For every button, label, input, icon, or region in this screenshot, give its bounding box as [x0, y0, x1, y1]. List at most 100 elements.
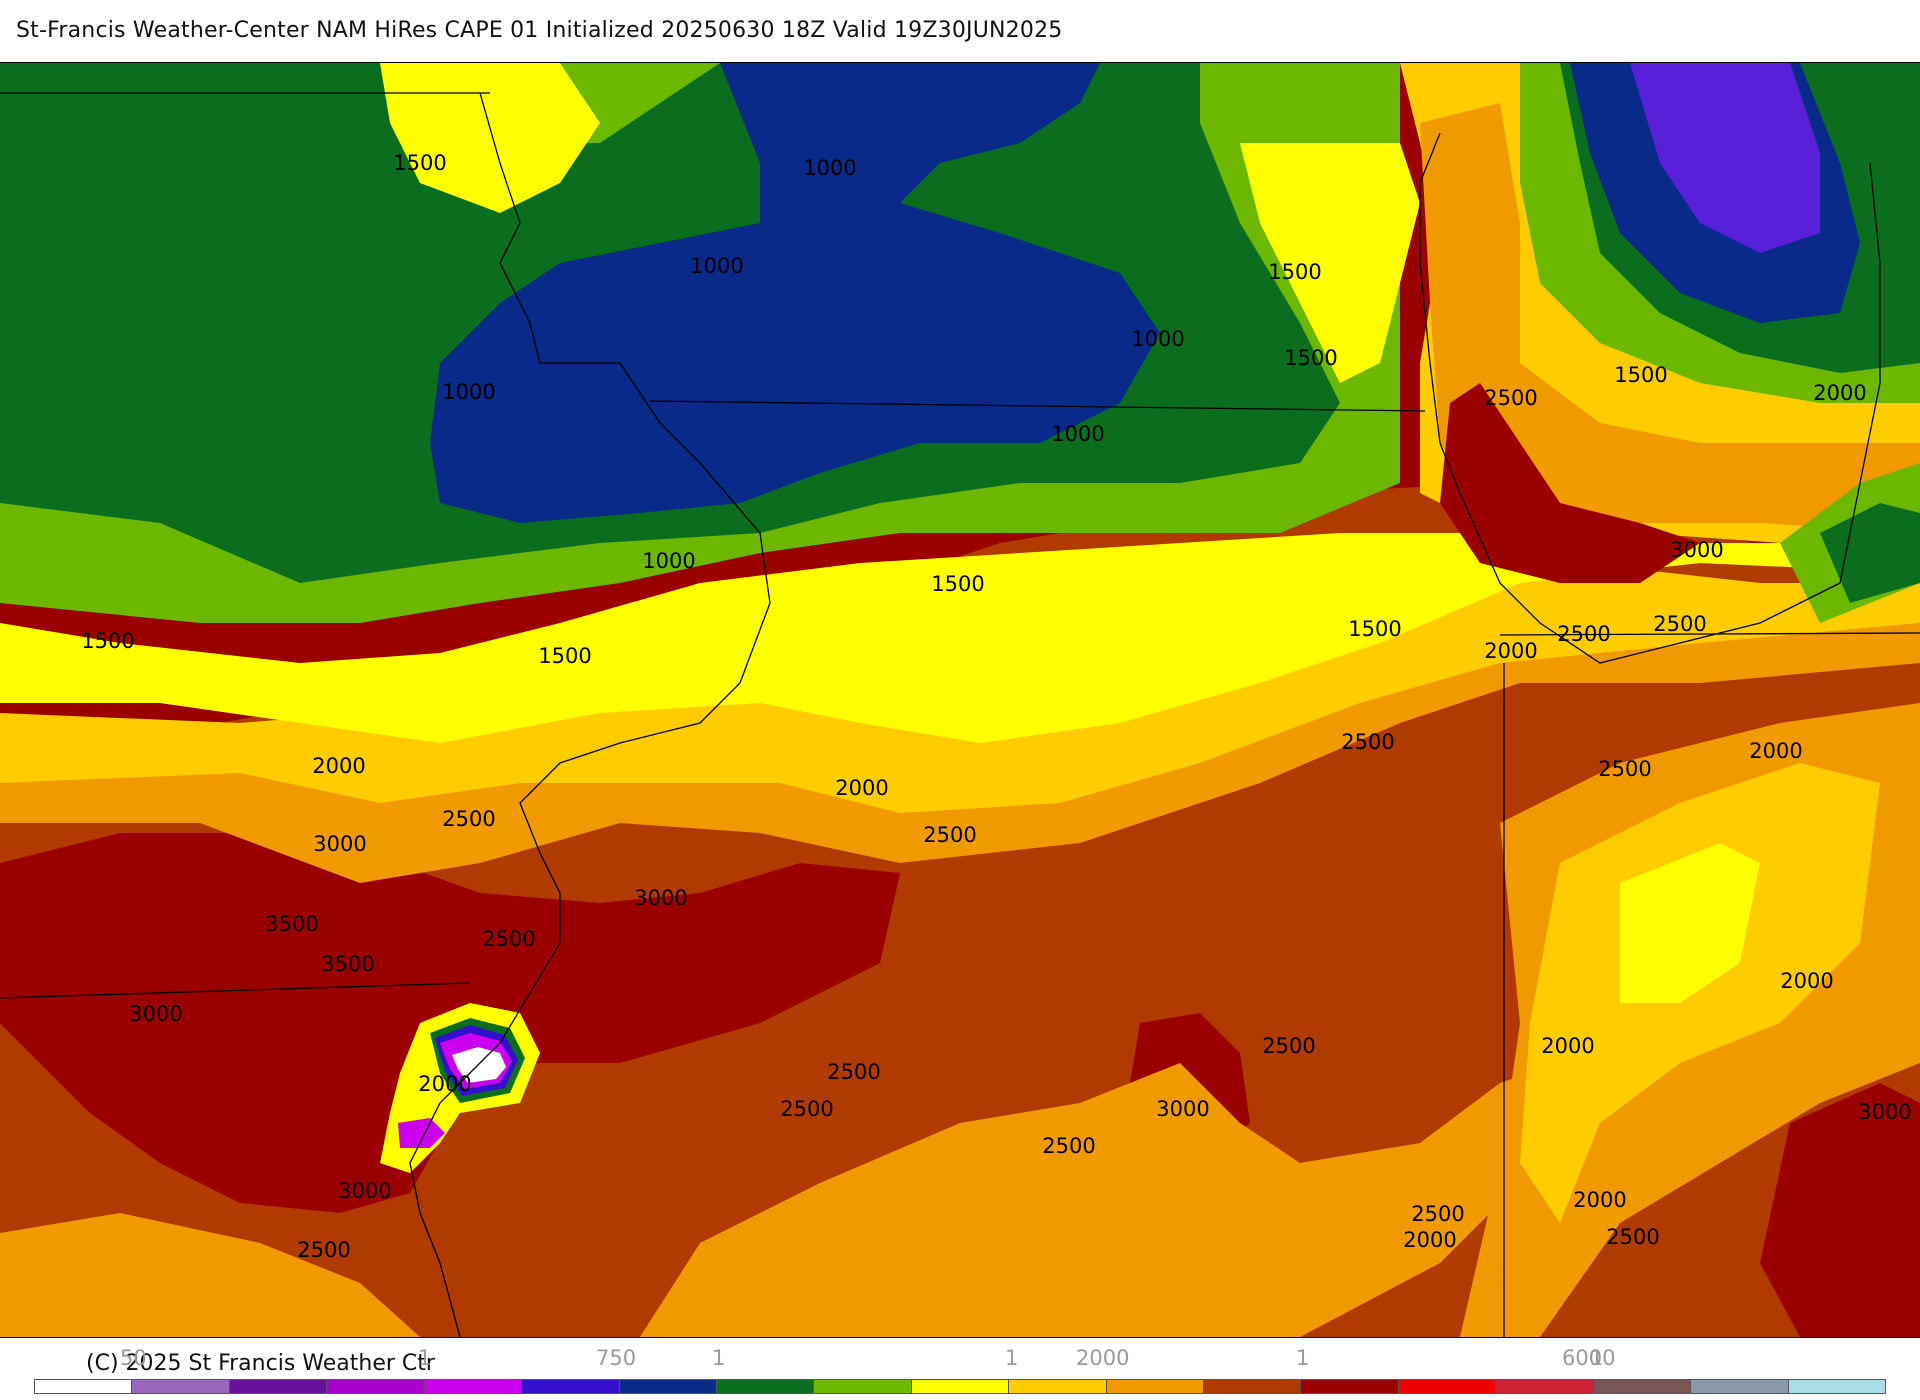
colorbar-swatch [1204, 1380, 1302, 1393]
contour-label: 1000 [690, 254, 743, 278]
contour-label: 2500 [1262, 1034, 1315, 1058]
contour-label: 2000 [418, 1072, 471, 1096]
contour-label: 2500 [1042, 1134, 1095, 1158]
colorbar-swatch [911, 1380, 1010, 1393]
contour-label: 1500 [1614, 363, 1667, 387]
contour-label: 2500 [923, 823, 976, 847]
colorbar-tick-label: 6000 [1562, 1346, 1616, 1370]
colorbar-swatch [814, 1380, 912, 1393]
contour-label: 3000 [313, 832, 366, 856]
contour-label: 1000 [1131, 327, 1184, 351]
contour-label: 2000 [835, 776, 888, 800]
colorbar-swatch [327, 1380, 425, 1393]
contour-label: 2500 [1653, 612, 1706, 636]
chart-title: St-Francis Weather-Center NAM HiRes CAPE… [16, 18, 1063, 43]
contour-label: 2500 [442, 807, 495, 831]
cape-band-yellow-north [380, 63, 600, 213]
cape-band-yellow-east [1620, 843, 1760, 1003]
storm-cell-white [452, 1047, 506, 1083]
contour-label: 2500 [297, 1238, 350, 1262]
contour-label: 1500 [393, 151, 446, 175]
contour-label: 2000 [1813, 381, 1866, 405]
contour-label: 2500 [1341, 730, 1394, 754]
cape-band-orange-southwest [0, 1213, 420, 1337]
contour-label: 3000 [338, 1179, 391, 1203]
colorbar-tick-label: 1 [1005, 1346, 1019, 1370]
colorbar-swatch [1301, 1380, 1399, 1393]
contour-labels: 1500 1000 1000 1500 1000 1500 1000 1000 … [81, 151, 1911, 1262]
colorbar-tick-label: 1 [1296, 1346, 1310, 1370]
contour-label: 2000 [1403, 1228, 1456, 1252]
colorbar-swatch [1106, 1380, 1205, 1393]
cape-band-violet-northeast [1630, 63, 1820, 253]
colorbar-swatch [35, 1380, 133, 1393]
colorbar-tick-label: 750 [596, 1346, 637, 1370]
cape-band-darkred-northeast [1440, 383, 1700, 583]
contour-label: 2500 [1484, 386, 1537, 410]
colorbar-tick-label: 50 [120, 1346, 147, 1370]
border-river-west [409, 92, 771, 1337]
colorbar-swatch [1593, 1380, 1692, 1393]
colorbar-swatch [229, 1380, 328, 1393]
contour-label: 2000 [1573, 1188, 1626, 1212]
contour-label: 3000 [634, 886, 687, 910]
colorbar-tick-label: 2000 [1076, 1346, 1130, 1370]
contour-label: 2500 [1606, 1225, 1659, 1249]
colorbar-swatch [619, 1380, 717, 1393]
contour-label: 2000 [1484, 639, 1537, 663]
cape-band-orange-south [640, 1063, 1560, 1337]
cape-map-svg: 1500 1000 1000 1500 1000 1500 1000 1000 … [0, 63, 1920, 1337]
contour-label: 1000 [442, 380, 495, 404]
colorbar-swatch [1398, 1380, 1497, 1393]
contour-label: 2000 [1541, 1034, 1594, 1058]
contour-label: 1500 [1284, 346, 1337, 370]
border-line-east-state [1499, 632, 1920, 636]
colorbar-tick-label: 1 [1590, 1346, 1604, 1370]
colorbar-tick-label: 1 [418, 1346, 432, 1370]
colorbar-swatch [1788, 1380, 1886, 1393]
contour-label: 2500 [827, 1060, 880, 1084]
colorbar-swatch [132, 1380, 230, 1393]
colorbar-tick-label: 1 [712, 1346, 726, 1370]
cape-band-gold-east [1520, 763, 1880, 1223]
colorbar-swatch [1691, 1380, 1789, 1393]
state-borders [0, 92, 1920, 1337]
cape-colorbar [34, 1379, 1886, 1394]
contour-label: 2500 [1598, 757, 1651, 781]
contour-label: 2000 [1780, 969, 1833, 993]
contour-label: 2500 [780, 1097, 833, 1121]
contour-label: 1500 [1348, 617, 1401, 641]
cape-band-darkblue-north [430, 63, 1160, 523]
contour-label: 1000 [803, 156, 856, 180]
cape-band-yellow-central [0, 533, 1920, 743]
contour-label: 2500 [482, 927, 535, 951]
cape-band-darkred-east [1760, 1083, 1920, 1337]
cape-band-orange-northeast [1420, 103, 1920, 533]
contour-label: 3000 [1156, 1097, 1209, 1121]
contour-label: 2500 [1557, 622, 1610, 646]
contour-label: 2000 [1749, 739, 1802, 763]
border-line-southwest [0, 982, 471, 999]
contour-label: 3000 [1858, 1100, 1911, 1124]
contour-label: 1500 [81, 629, 134, 653]
contour-label: 1000 [1051, 422, 1104, 446]
contour-label: 1500 [931, 572, 984, 596]
colorbar-swatch [716, 1380, 815, 1393]
cape-map: 1500 1000 1000 1500 1000 1500 1000 1000 … [0, 62, 1920, 1338]
contour-label: 2500 [1411, 1202, 1464, 1226]
contour-label: 3000 [1670, 538, 1723, 562]
contour-label: 1500 [538, 644, 591, 668]
storm-cell-south [398, 1118, 445, 1148]
border-river-east [1419, 132, 1881, 664]
colorbar-swatch [522, 1380, 620, 1393]
colorbar-swatch [1496, 1380, 1594, 1393]
contour-label: 3500 [265, 912, 318, 936]
colorbar-swatch [424, 1380, 523, 1393]
cape-band-darkgreen-east [1820, 503, 1920, 603]
contour-label: 1000 [642, 549, 695, 573]
cape-band-yellow-northeast [1240, 143, 1420, 383]
contour-label: 1500 [1268, 260, 1321, 284]
colorbar-swatch [1009, 1380, 1107, 1393]
contour-label: 3500 [321, 952, 374, 976]
contour-label: 2000 [312, 754, 365, 778]
